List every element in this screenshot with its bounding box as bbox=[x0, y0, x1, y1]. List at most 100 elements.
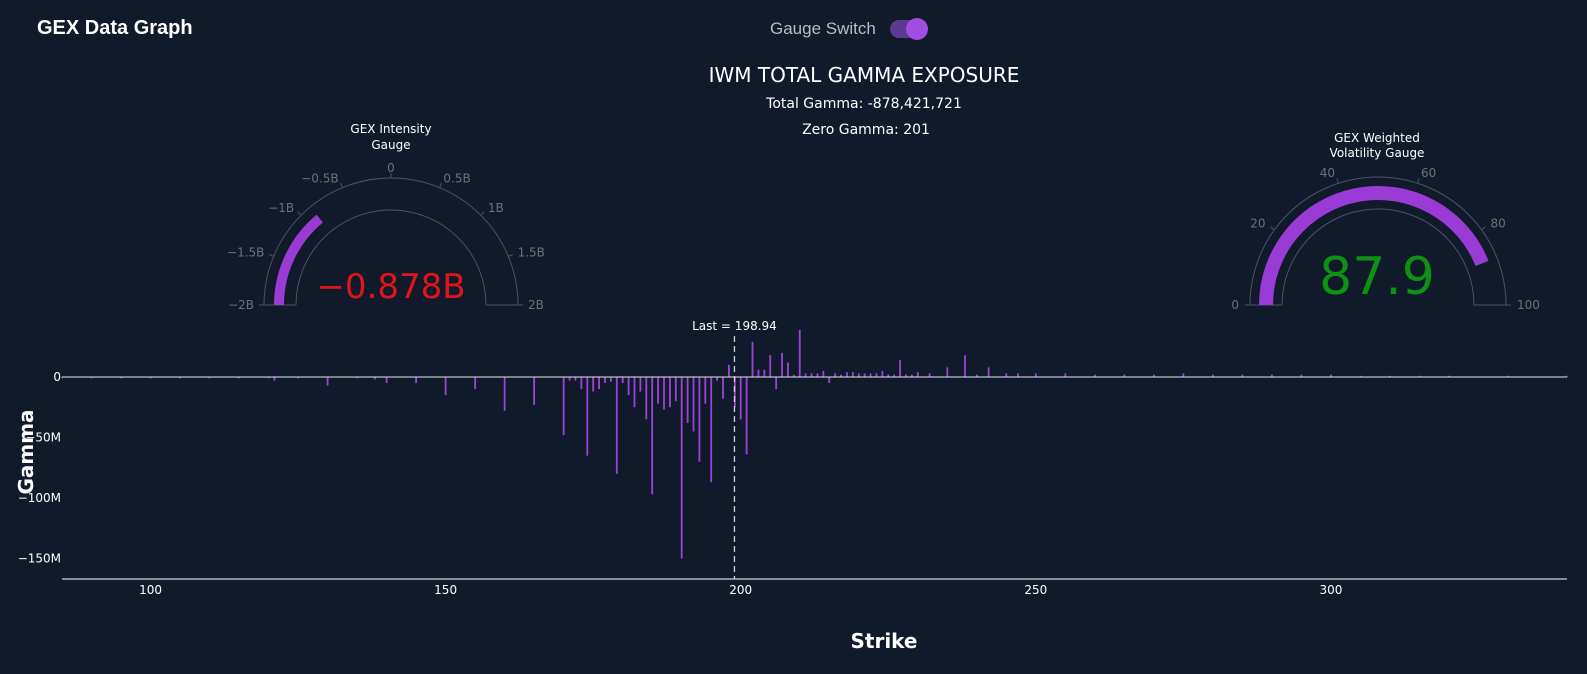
gamma-bar bbox=[946, 367, 949, 377]
gamma-bar bbox=[1093, 374, 1096, 377]
gamma-bar bbox=[816, 373, 819, 377]
gamma-bar bbox=[663, 377, 665, 410]
gamma-bar bbox=[474, 377, 477, 390]
gauge-tick-label: −2B bbox=[228, 298, 254, 312]
gamma-bar bbox=[503, 377, 506, 411]
gamma-bar bbox=[1389, 375, 1391, 377]
last-price-label: Last = 198.94 bbox=[692, 319, 777, 333]
gamma-bar bbox=[710, 377, 713, 483]
gauge-tick-label: 20 bbox=[1250, 216, 1265, 230]
gamma-bar bbox=[90, 377, 93, 379]
gamma-bar bbox=[415, 377, 418, 384]
gamma-bar bbox=[120, 377, 122, 379]
gamma-bar bbox=[615, 377, 618, 474]
volatility-gauge-title-1: GEX Weighted bbox=[1334, 131, 1420, 145]
gamma-bar bbox=[444, 377, 447, 396]
gamma-bar bbox=[356, 377, 358, 379]
gauge-tick-label: 1.5B bbox=[518, 246, 545, 260]
gauge-tick-label: 80 bbox=[1490, 216, 1505, 230]
gamma-bar bbox=[326, 377, 329, 386]
gamma-bar bbox=[846, 372, 848, 377]
gauge-value-bar bbox=[274, 214, 323, 306]
gamma-bar bbox=[1211, 374, 1214, 377]
gauge-tick-label: 100 bbox=[1517, 298, 1540, 312]
y-tick-label: 0 bbox=[53, 370, 61, 384]
total-gamma-label: Total Gamma: -878,421,721 bbox=[765, 96, 962, 112]
gamma-bar bbox=[627, 377, 630, 396]
y-axis-label: Gamma bbox=[14, 409, 38, 494]
gamma-bar bbox=[987, 367, 990, 377]
gauge-tick-label: 60 bbox=[1421, 166, 1436, 180]
gauge-tick bbox=[508, 254, 514, 257]
gamma-bar bbox=[739, 377, 742, 420]
x-tick-label: 200 bbox=[729, 583, 752, 597]
volatility-gauge-title-2: Volatility Gauge bbox=[1330, 146, 1425, 160]
gauge-tick bbox=[1336, 178, 1339, 184]
gamma-bar bbox=[267, 377, 270, 379]
gauge-tick-label: 1B bbox=[488, 201, 504, 215]
gamma-bar bbox=[592, 377, 595, 392]
gamma-bar bbox=[745, 377, 748, 455]
gamma-bar bbox=[580, 377, 583, 390]
gamma-bar bbox=[657, 377, 659, 404]
gamma-bar bbox=[533, 377, 536, 405]
gamma-bar bbox=[669, 377, 671, 408]
gamma-bar bbox=[639, 377, 642, 392]
gamma-bar bbox=[686, 377, 689, 423]
gamma-bar bbox=[716, 377, 719, 381]
gamma-bar bbox=[751, 341, 754, 377]
gamma-bar bbox=[763, 369, 766, 377]
gamma-bar bbox=[781, 352, 783, 377]
app-title: GEX Data Graph bbox=[37, 17, 193, 39]
gamma-bar bbox=[828, 377, 831, 384]
y-tick-label: −50M bbox=[25, 431, 61, 445]
gex-volatility-gauge: GEX Weighted Volatility Gauge 87.9 0 20 40… bbox=[1231, 131, 1540, 312]
gauge-switch-toggle[interactable] bbox=[889, 18, 928, 40]
gamma-bar bbox=[722, 377, 724, 399]
gamma-bar bbox=[1359, 375, 1362, 377]
x-tick-label: 150 bbox=[434, 583, 457, 597]
x-tick-label: 300 bbox=[1319, 583, 1342, 597]
gamma-bar bbox=[1152, 374, 1155, 377]
gauge-tick bbox=[268, 254, 274, 257]
gauge-tick-label: 40 bbox=[1320, 166, 1335, 180]
intensity-gauge-title-1: GEX Intensity bbox=[350, 122, 431, 136]
gauge-tick-label: −0.5B bbox=[301, 171, 338, 185]
gauge-tick-label: −1.5B bbox=[227, 246, 264, 260]
gauge-tick bbox=[480, 211, 485, 216]
gamma-bar bbox=[373, 377, 376, 380]
gamma-bar bbox=[674, 377, 677, 402]
gamma-bar bbox=[1330, 374, 1332, 377]
gamma-bar bbox=[964, 355, 966, 377]
gamma-bar bbox=[851, 372, 854, 377]
gamma-bar bbox=[1017, 373, 1020, 377]
x-axis-ticks: 100 150 200 250 300 bbox=[139, 583, 1342, 597]
gamma-bar bbox=[680, 377, 683, 559]
gamma-bar bbox=[792, 374, 795, 377]
gamma-bar bbox=[609, 377, 612, 382]
gamma-bar bbox=[1241, 374, 1244, 377]
gamma-bar bbox=[385, 377, 388, 384]
gamma-bar bbox=[1271, 374, 1273, 377]
gamma-bar bbox=[698, 377, 701, 462]
gauge-switch-knob[interactable] bbox=[905, 18, 928, 40]
gauge-tick bbox=[1417, 178, 1420, 184]
gamma-bar bbox=[692, 377, 695, 432]
gamma-bar bbox=[1064, 373, 1067, 377]
gauge-tick-label: −1B bbox=[268, 201, 294, 215]
gamma-bar bbox=[893, 374, 896, 377]
gamma-bar bbox=[297, 377, 299, 379]
gamma-bar bbox=[1418, 375, 1421, 377]
y-tick-label: −100M bbox=[18, 491, 61, 505]
x-tick-label: 100 bbox=[139, 583, 162, 597]
gamma-bar bbox=[787, 362, 789, 377]
gauge-tick-label: 0.5B bbox=[443, 171, 470, 185]
gamma-bar bbox=[728, 364, 730, 377]
gamma-bar bbox=[840, 374, 842, 377]
y-axis-ticks: 0 −50M −100M −150M bbox=[18, 370, 61, 566]
gamma-bar bbox=[798, 329, 801, 377]
gamma-bar bbox=[621, 377, 624, 384]
gauge-value-bar bbox=[1259, 186, 1489, 306]
gauge-tick bbox=[297, 211, 302, 216]
volatility-gauge-value: 87.9 bbox=[1319, 247, 1435, 307]
